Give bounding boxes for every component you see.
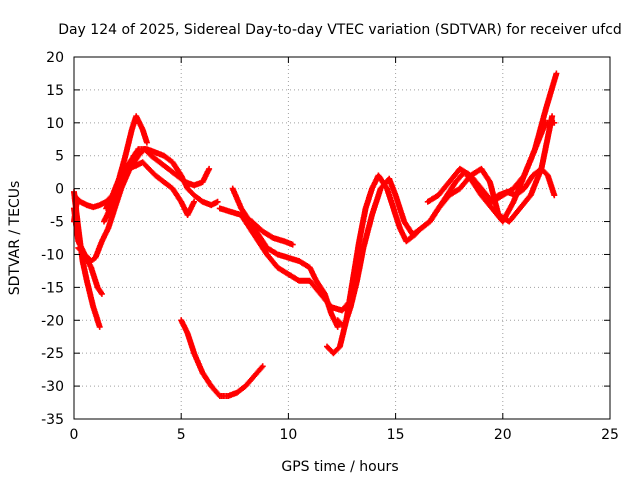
y-tick-label: -25 xyxy=(41,346,64,362)
plot-frame xyxy=(73,56,611,420)
tick-layer: 0 5 10 15 20 25 -35 -30 -25 -20 -15 -10 -5 0 5 10 15 20 xyxy=(41,50,619,443)
y-tick-label: 20 xyxy=(46,50,64,66)
series-plus-markers xyxy=(178,317,266,399)
y-tick-label: -35 xyxy=(41,412,64,428)
data-series-track-14 xyxy=(486,165,558,205)
y-tick-label: -5 xyxy=(50,215,64,231)
data-series-track-10 xyxy=(238,212,354,314)
x-tick-label: 0 xyxy=(70,427,79,443)
series-plus-markers xyxy=(101,146,221,225)
y-tick-label: 0 xyxy=(55,182,64,198)
data-series-track-6 xyxy=(101,146,221,225)
series-plus-markers xyxy=(486,165,558,205)
series-plus-markers xyxy=(324,70,560,357)
x-tick-label: 25 xyxy=(601,427,619,443)
data-series-track-7 xyxy=(178,317,266,399)
x-tick-label: 15 xyxy=(387,427,405,443)
y-tick-label: 15 xyxy=(46,83,64,99)
data-series-track-11 xyxy=(324,70,560,357)
x-tick-label: 5 xyxy=(177,427,186,443)
y-tick-label: -15 xyxy=(41,280,64,296)
y-tick-label: -30 xyxy=(41,379,64,395)
y-axis-label: SDTVAR / TECUs xyxy=(7,181,23,296)
x-axis-label: GPS time / hours xyxy=(281,459,398,475)
x-tick-label: 20 xyxy=(494,427,512,443)
grid-layer xyxy=(74,57,610,419)
y-tick-label: -20 xyxy=(41,313,64,329)
series-plus-markers xyxy=(238,212,354,314)
y-tick-label: 10 xyxy=(46,116,64,132)
x-tick-label: 10 xyxy=(279,427,297,443)
y-tick-label: 5 xyxy=(55,149,64,165)
data-series-track-9 xyxy=(229,185,341,330)
series-plus-markers xyxy=(229,185,341,330)
y-tick-label: -10 xyxy=(41,247,64,263)
chart-title: Day 124 of 2025, Sidereal Day-to-day VTE… xyxy=(58,22,622,38)
data-layer xyxy=(71,70,560,399)
